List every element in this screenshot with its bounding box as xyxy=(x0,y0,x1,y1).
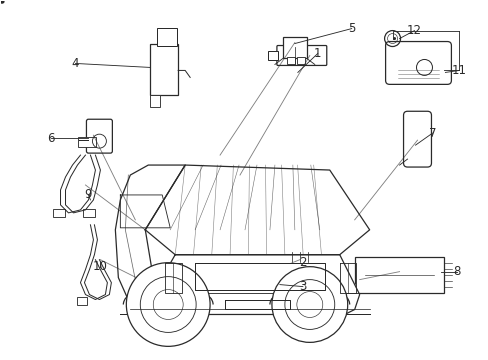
Bar xyxy=(354,257,444,293)
Bar xyxy=(157,28,177,45)
Bar xyxy=(279,252,319,268)
Text: 8: 8 xyxy=(453,265,460,278)
Text: 12: 12 xyxy=(406,24,421,37)
Text: 4: 4 xyxy=(72,57,79,70)
Circle shape xyxy=(392,37,395,40)
Text: 5: 5 xyxy=(347,22,355,35)
Bar xyxy=(267,50,277,60)
Bar xyxy=(83,209,95,217)
Bar xyxy=(78,137,96,147)
Circle shape xyxy=(271,267,347,342)
Bar xyxy=(286,58,294,64)
Bar xyxy=(283,37,306,58)
FancyBboxPatch shape xyxy=(403,111,430,167)
Polygon shape xyxy=(195,263,324,289)
Text: 3: 3 xyxy=(299,280,306,293)
Bar xyxy=(77,297,87,305)
Polygon shape xyxy=(115,165,185,305)
Polygon shape xyxy=(155,255,359,315)
Text: 6: 6 xyxy=(47,132,54,145)
Text: 2: 2 xyxy=(299,256,306,269)
Bar xyxy=(296,58,304,64)
Bar xyxy=(52,209,64,217)
Polygon shape xyxy=(145,165,369,255)
Bar xyxy=(150,44,178,95)
Text: 1: 1 xyxy=(313,47,321,60)
Text: 7: 7 xyxy=(428,127,435,140)
FancyBboxPatch shape xyxy=(86,119,112,153)
FancyBboxPatch shape xyxy=(280,276,318,293)
Bar xyxy=(309,268,317,274)
Bar xyxy=(150,95,160,107)
Bar xyxy=(281,268,289,274)
FancyBboxPatch shape xyxy=(276,45,326,66)
FancyBboxPatch shape xyxy=(385,41,450,84)
Text: 10: 10 xyxy=(93,260,108,273)
Text: 11: 11 xyxy=(451,64,466,77)
Text: 9: 9 xyxy=(84,188,92,202)
Circle shape xyxy=(126,263,210,346)
